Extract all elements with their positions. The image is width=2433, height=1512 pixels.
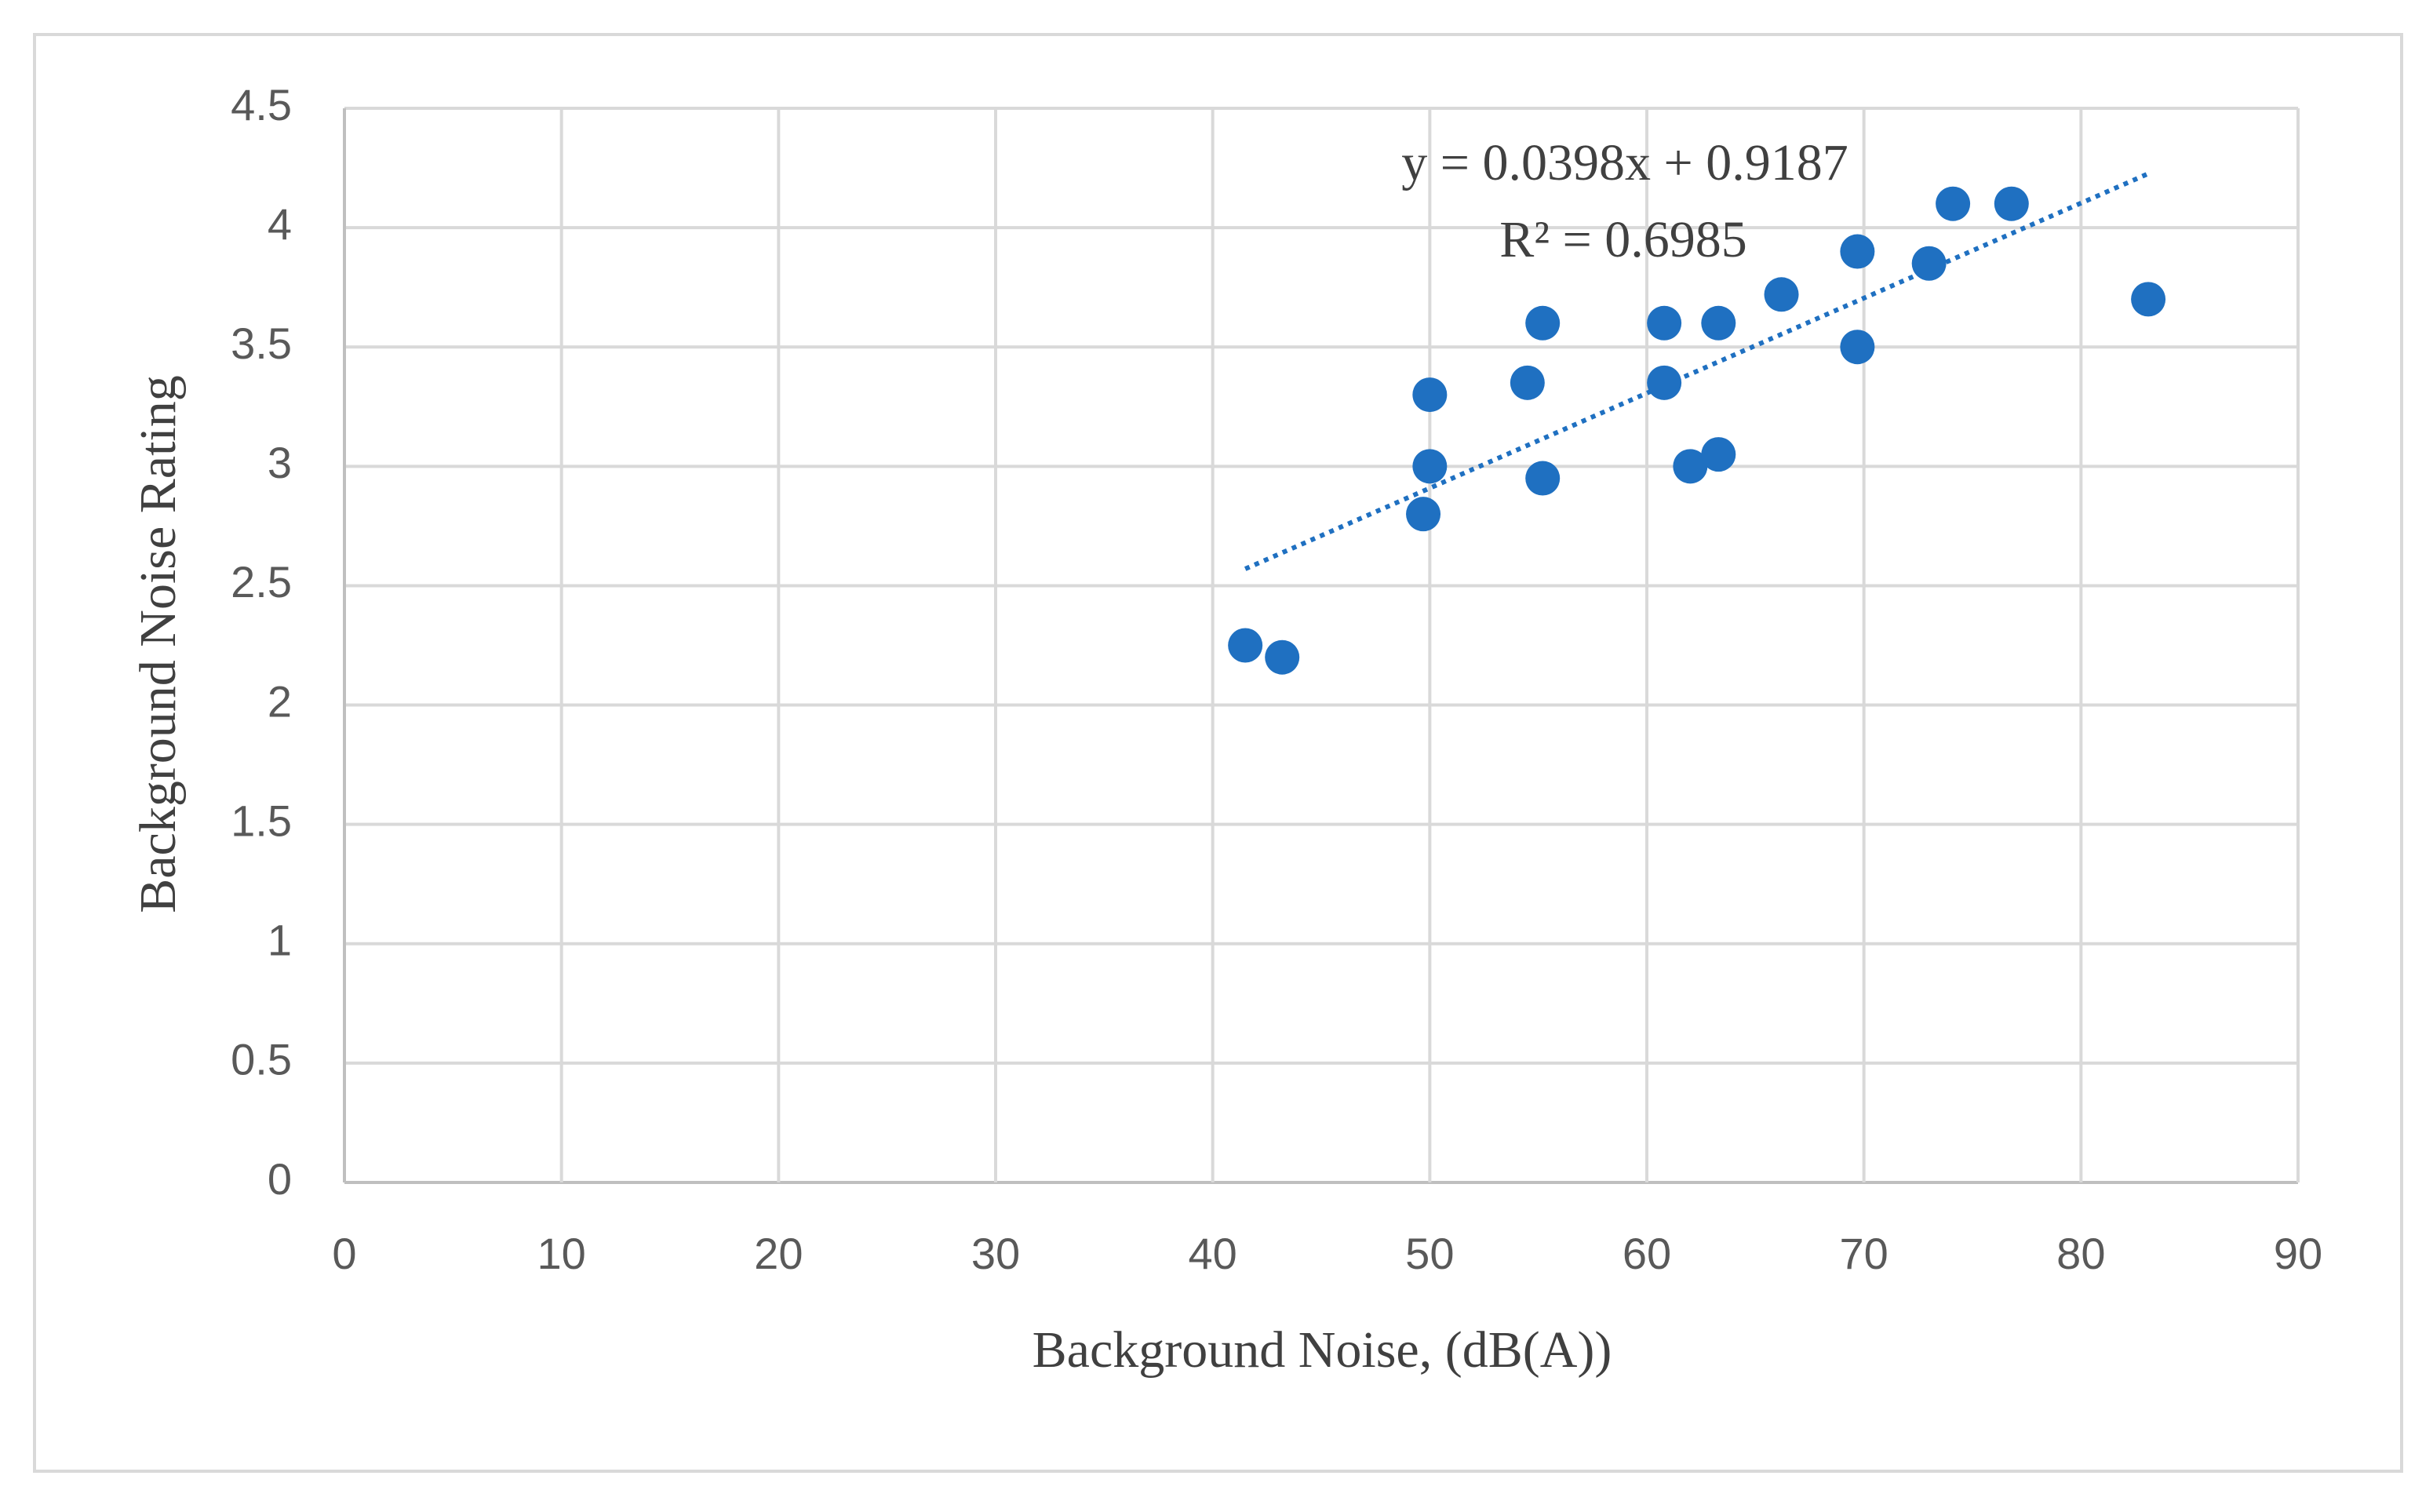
data-point [1265,639,1300,675]
x-tick-label: 80 [2056,1229,2105,1278]
x-axis-title: Background Noise, (dB(A)) [1033,1321,1612,1379]
data-point [1228,628,1263,663]
data-point [1647,365,1682,400]
data-point [1701,437,1736,472]
data-point [2131,282,2166,317]
y-tick-label: 1.5 [231,796,292,845]
y-tick-label: 3 [268,438,292,487]
data-point [1994,186,2029,221]
data-point [1510,365,1545,400]
trendline [1244,171,2150,571]
data-point [1936,186,1971,221]
y-tick-label: 2 [268,676,292,726]
y-tick-label: 0.5 [231,1035,292,1084]
x-tick-label: 90 [2274,1229,2322,1278]
x-tick-label: 10 [537,1229,586,1278]
data-point [1412,377,1448,413]
data-point [1764,277,1799,312]
trendline-equation: y = 0.0398x + 0.9187 [1401,134,1848,191]
chart-border [33,33,2403,1473]
y-tick-label: 2.5 [231,557,292,607]
y-tick-label: 1 [268,916,292,965]
y-tick-label: 0 [268,1154,292,1204]
data-point [1525,305,1561,341]
data-point [1647,305,1682,341]
y-tick-label: 4 [268,199,292,249]
y-axis-title: Background Noise Rating [129,375,187,913]
y-tick-label: 3.5 [231,319,292,368]
data-point [1701,305,1736,341]
x-tick-label: 40 [1189,1229,1237,1278]
data-point [1525,461,1561,496]
data-point [1406,497,1441,532]
x-tick-label: 0 [332,1229,356,1278]
r-squared: R² = 0.6985 [1499,211,1747,268]
y-tick-label: 4.5 [231,80,292,129]
data-point [1412,449,1448,484]
x-tick-label: 70 [1840,1229,1888,1278]
x-tick-label: 20 [754,1229,803,1278]
data-point [1840,234,1875,269]
x-tick-label: 50 [1405,1229,1454,1278]
x-tick-label: 60 [1623,1229,1671,1278]
data-point [1840,330,1875,365]
data-point [1911,246,1947,281]
x-tick-label: 30 [971,1229,1020,1278]
data-point [1673,449,1708,484]
